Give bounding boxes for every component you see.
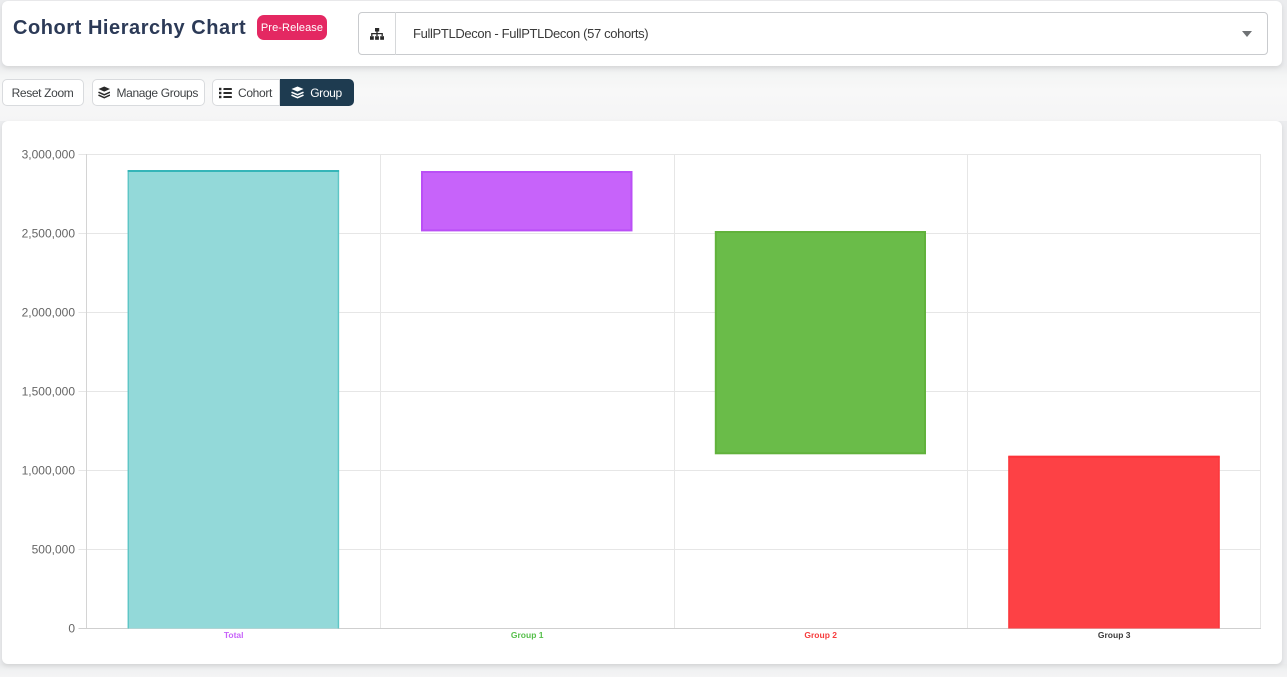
svg-text:Group 3: Group 3 [1098, 630, 1131, 640]
svg-text:2,500,000: 2,500,000 [22, 227, 76, 241]
svg-text:1,000,000: 1,000,000 [22, 464, 76, 478]
svg-text:Total: Total [224, 630, 244, 640]
svg-text:3,000,000: 3,000,000 [22, 148, 76, 162]
svg-text:1,500,000: 1,500,000 [22, 385, 76, 399]
svg-text:0: 0 [68, 622, 75, 636]
svg-text:500,000: 500,000 [32, 543, 76, 557]
svg-text:Group 2: Group 2 [804, 630, 837, 640]
svg-text:2,000,000: 2,000,000 [22, 306, 76, 320]
svg-text:Group 1: Group 1 [511, 630, 544, 640]
